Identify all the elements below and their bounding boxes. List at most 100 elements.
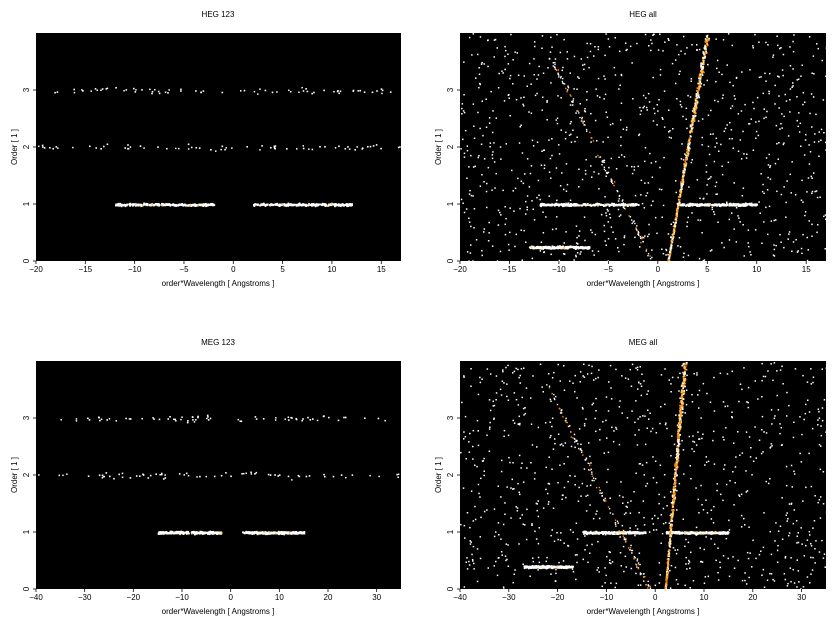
data-point — [472, 520, 475, 522]
data-point — [196, 532, 198, 535]
data-point — [537, 74, 540, 76]
data-point — [741, 195, 744, 197]
data-point — [609, 559, 611, 561]
data-point — [705, 164, 708, 167]
data-point — [569, 529, 572, 531]
data-point — [731, 212, 733, 214]
data-point — [744, 572, 746, 574]
data-point — [563, 38, 565, 41]
data-point — [682, 159, 685, 161]
data-point — [740, 110, 743, 112]
data-point — [781, 113, 783, 115]
data-point — [713, 204, 716, 206]
data-point — [185, 533, 188, 535]
data-point — [558, 259, 561, 262]
data-point — [574, 554, 577, 556]
data-point — [706, 43, 708, 45]
data-point — [732, 204, 735, 207]
data-point — [694, 104, 697, 107]
data-point — [590, 141, 592, 143]
data-point — [604, 54, 606, 57]
data-point — [670, 244, 673, 247]
data-point — [619, 552, 622, 554]
data-point — [463, 376, 465, 378]
data-point — [671, 235, 674, 238]
data-point — [754, 380, 756, 382]
data-point — [581, 118, 583, 120]
data-point — [623, 236, 626, 239]
data-point — [538, 527, 540, 529]
data-point — [531, 444, 534, 446]
data-point — [669, 254, 671, 256]
data-point — [180, 418, 182, 421]
data-point — [618, 215, 621, 218]
data-point — [649, 587, 652, 589]
data-point — [476, 548, 479, 550]
data-point — [610, 387, 612, 389]
data-point — [555, 119, 557, 121]
data-point — [541, 47, 543, 49]
data-point — [648, 418, 650, 420]
data-point — [595, 410, 597, 412]
data-point — [554, 58, 557, 60]
data-point — [728, 239, 731, 241]
data-point — [617, 522, 619, 524]
data-point — [340, 474, 343, 476]
data-point — [585, 159, 587, 161]
data-point — [644, 160, 646, 163]
data-point — [538, 561, 541, 564]
data-point — [776, 190, 778, 193]
data-point — [705, 499, 707, 501]
data-point — [686, 148, 688, 151]
data-point — [333, 203, 335, 205]
data-point — [245, 472, 247, 474]
data-point — [771, 423, 773, 425]
data-point — [670, 502, 673, 504]
data-point — [652, 477, 655, 479]
data-point — [551, 417, 554, 419]
data-point — [647, 255, 649, 257]
data-point — [250, 473, 253, 475]
data-point — [276, 202, 278, 205]
data-point — [469, 543, 472, 545]
data-point — [677, 245, 679, 247]
data-point — [557, 538, 559, 541]
data-point — [821, 368, 823, 370]
data-point — [695, 204, 697, 207]
data-point — [298, 532, 300, 535]
data-point — [166, 532, 169, 535]
data-point — [560, 77, 562, 79]
data-point — [673, 230, 676, 232]
data-point — [497, 87, 500, 89]
y-tick-label: 3 — [22, 415, 31, 420]
data-point — [820, 434, 823, 437]
data-point — [789, 111, 791, 113]
data-point — [477, 444, 480, 447]
data-point — [259, 88, 261, 90]
data-point — [242, 531, 244, 534]
data-point — [254, 416, 257, 418]
data-point — [777, 409, 780, 411]
data-point — [790, 464, 793, 467]
data-point — [639, 235, 641, 238]
data-point — [729, 81, 731, 84]
data-point — [509, 231, 511, 234]
data-point — [700, 203, 703, 206]
data-point — [684, 545, 686, 548]
data-point — [189, 204, 192, 207]
data-point — [662, 50, 664, 52]
data-point — [705, 461, 708, 463]
data-point — [642, 241, 644, 243]
data-point — [663, 496, 666, 498]
data-point — [760, 452, 763, 455]
data-point — [774, 162, 777, 165]
data-point — [158, 418, 161, 421]
data-point — [743, 367, 745, 369]
data-point — [513, 392, 516, 394]
data-point — [174, 418, 176, 421]
data-point — [721, 203, 723, 206]
data-point — [615, 426, 617, 429]
data-point — [468, 560, 470, 563]
data-point — [627, 205, 629, 207]
data-point — [259, 204, 261, 207]
